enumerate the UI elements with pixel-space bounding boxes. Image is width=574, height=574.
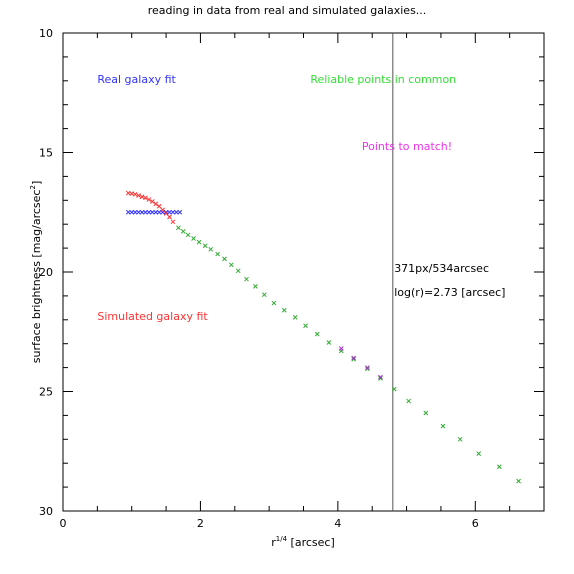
data-point: [143, 195, 148, 201]
data-point: [149, 199, 155, 204]
data-point: [228, 262, 234, 268]
x-tick-label: 2: [197, 517, 204, 530]
x-axis-label-sup: 1/4: [276, 535, 288, 543]
annotation-label: Simulated galaxy fit: [97, 310, 208, 323]
data-point: [365, 365, 370, 370]
data-point: [253, 283, 258, 289]
data-point: [516, 478, 521, 484]
data-point: [476, 451, 482, 456]
data-point: [139, 194, 145, 200]
x-axis-label-main: r: [271, 536, 276, 549]
data-point: [261, 292, 267, 298]
annotation-label: Reliable points in common: [310, 73, 456, 86]
data-point: [136, 193, 141, 198]
annotation-label: log(r)=2.73 [arcsec]: [394, 286, 505, 299]
data-point: [208, 246, 214, 252]
data-point: [156, 203, 162, 209]
data-point: [440, 423, 446, 429]
data-point: [156, 209, 162, 215]
y-tick-label: 30: [39, 505, 53, 518]
data-point: [167, 214, 172, 220]
axis-ticks: [62, 32, 545, 512]
y-axis-label: surface brightness [mag/arcsec2]: [29, 181, 43, 364]
data-point: [163, 209, 169, 215]
data-point: [132, 191, 138, 197]
data-point: [170, 219, 176, 225]
x-tick-label: 4: [334, 517, 341, 530]
data-point: [136, 209, 141, 215]
annotation-label: Points to match!: [362, 140, 452, 153]
data-point: [391, 386, 397, 392]
data-point: [351, 355, 357, 361]
data-point: [167, 209, 172, 215]
data-point: [125, 209, 131, 215]
data-point: [139, 209, 145, 215]
data-point: [180, 229, 186, 234]
data-point: [153, 209, 159, 215]
data-point: [160, 207, 165, 213]
data-point: [132, 209, 138, 215]
data-point: [170, 209, 176, 215]
data-point: [314, 331, 320, 337]
data-point: [174, 209, 179, 215]
y-tick-label: 20: [39, 266, 53, 279]
chart-title: reading in data from real and simulated …: [148, 4, 427, 17]
data-point: [351, 356, 357, 362]
data-point: [149, 209, 155, 215]
data-point: [496, 464, 502, 470]
y-axis-label-sup: 2: [29, 185, 37, 189]
x-axis-label-suffix: [arcsec]: [287, 536, 335, 549]
y-tick-label: 15: [39, 147, 53, 160]
data-point: [153, 201, 159, 207]
data-point: [235, 268, 241, 274]
data-point: [271, 300, 277, 306]
data-point: [143, 209, 148, 215]
data-point: [406, 398, 411, 404]
annotation-label: Real galaxy fit: [97, 73, 176, 86]
data-point: [338, 346, 344, 351]
y-tick-label: 10: [39, 27, 53, 40]
data-point: [215, 251, 220, 257]
data-point: [185, 232, 191, 238]
data-point: [163, 211, 169, 216]
data-point: [146, 197, 152, 202]
data-point: [176, 225, 181, 231]
annotation-label: 371px/534arcsec: [394, 262, 489, 275]
data-point: [457, 436, 463, 442]
x-axis-label: r1/4 [arcsec]: [271, 535, 335, 549]
axis-tick-labels: 0 2 4 6 10 15 20 25 30: [39, 27, 479, 530]
data-point: [222, 256, 227, 262]
data-point: [191, 236, 196, 241]
data-point: [378, 374, 383, 380]
data-point: [281, 307, 287, 313]
data-point: [378, 376, 383, 381]
data-point: [146, 209, 152, 215]
data-point: [292, 315, 298, 320]
data-point: [202, 243, 208, 249]
data-point: [129, 191, 135, 196]
y-axis-label-suffix: ]: [30, 181, 43, 185]
data-point: [365, 366, 370, 372]
data-point: [196, 239, 202, 245]
data-point: [326, 340, 332, 345]
annotations: Real galaxy fit Reliable points in common…: [97, 73, 505, 323]
data-point: [423, 410, 429, 416]
y-tick-label: 25: [39, 386, 53, 399]
data-point: [177, 209, 183, 215]
y-axis-label-main: surface brightness [mag/arcsec: [30, 190, 43, 364]
x-tick-label: 0: [60, 517, 67, 530]
data-point: [244, 276, 249, 282]
data-points: [125, 190, 521, 484]
x-tick-label: 6: [472, 517, 479, 530]
data-point: [303, 323, 308, 329]
data-point: [129, 209, 135, 215]
